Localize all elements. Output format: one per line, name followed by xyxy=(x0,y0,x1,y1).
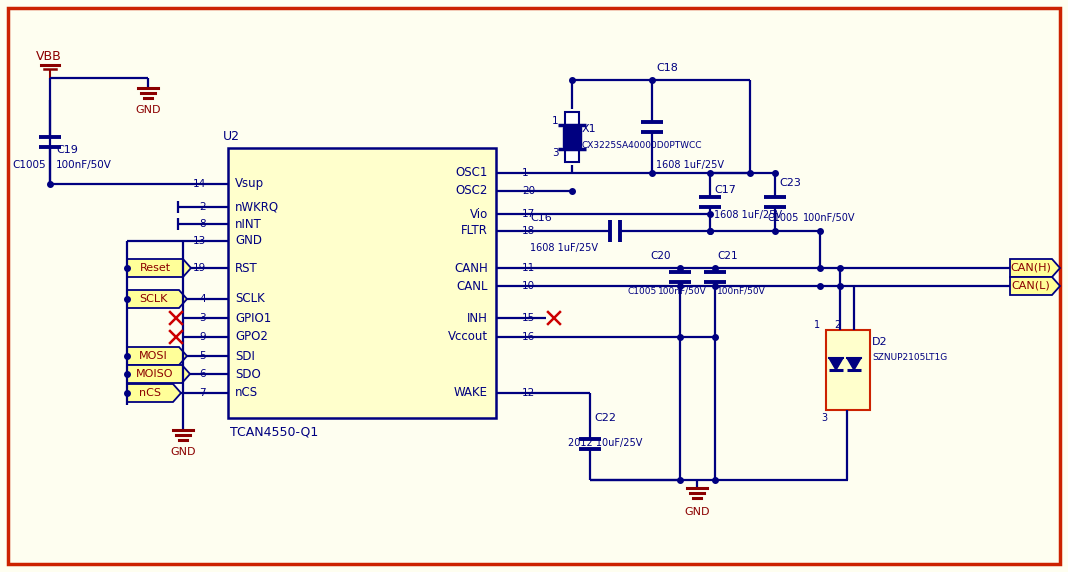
Text: 10: 10 xyxy=(522,281,535,291)
Text: 100nF/50V: 100nF/50V xyxy=(803,213,855,223)
Polygon shape xyxy=(1010,277,1061,295)
Polygon shape xyxy=(127,365,190,383)
Text: FLTR: FLTR xyxy=(461,224,488,237)
Text: Reset: Reset xyxy=(140,263,171,273)
Text: SZNUP2105LT1G: SZNUP2105LT1G xyxy=(871,353,947,363)
Text: 3: 3 xyxy=(552,148,559,158)
Text: C1005: C1005 xyxy=(767,213,799,223)
Text: OSC1: OSC1 xyxy=(456,166,488,180)
Text: 4: 4 xyxy=(200,294,206,304)
Text: 2: 2 xyxy=(834,320,841,330)
Text: 2: 2 xyxy=(200,202,206,212)
Text: C18: C18 xyxy=(656,63,678,73)
Text: 20: 20 xyxy=(522,186,535,196)
Text: SDI: SDI xyxy=(235,349,255,363)
Text: TCAN4550-Q1: TCAN4550-Q1 xyxy=(230,426,318,439)
Text: C19: C19 xyxy=(56,145,78,155)
Text: 1608 1uF/25V: 1608 1uF/25V xyxy=(714,210,782,220)
Text: 16: 16 xyxy=(522,332,535,342)
Polygon shape xyxy=(1010,259,1061,277)
Text: MOSI: MOSI xyxy=(139,351,168,361)
Text: 1: 1 xyxy=(552,116,559,126)
Text: CANH: CANH xyxy=(454,261,488,275)
Text: 11: 11 xyxy=(522,263,535,273)
Text: 6: 6 xyxy=(200,369,206,379)
Text: 15: 15 xyxy=(522,313,535,323)
Text: GPO2: GPO2 xyxy=(235,331,268,344)
Polygon shape xyxy=(127,384,180,402)
Text: 1: 1 xyxy=(814,320,820,330)
Polygon shape xyxy=(127,259,191,277)
Text: X1: X1 xyxy=(582,124,597,134)
Text: VBB: VBB xyxy=(36,50,62,63)
Text: 1608 1uF/25V: 1608 1uF/25V xyxy=(530,243,598,253)
Text: C1005: C1005 xyxy=(12,160,46,170)
Text: MOISO: MOISO xyxy=(136,369,173,379)
Text: 1: 1 xyxy=(522,168,529,178)
Text: GND: GND xyxy=(685,507,710,517)
Text: nCS: nCS xyxy=(139,388,161,398)
Text: SCLK: SCLK xyxy=(235,292,265,305)
Text: GND: GND xyxy=(235,235,262,248)
Text: 8: 8 xyxy=(200,219,206,229)
Text: OSC2: OSC2 xyxy=(456,185,488,197)
Bar xyxy=(563,127,581,147)
Text: Vio: Vio xyxy=(470,208,488,220)
Text: 9: 9 xyxy=(200,332,206,342)
Text: 100nF/50V: 100nF/50V xyxy=(717,287,766,296)
Text: 19: 19 xyxy=(192,263,206,273)
Text: Vsup: Vsup xyxy=(235,177,264,190)
Text: SCLK: SCLK xyxy=(139,294,168,304)
Text: nCS: nCS xyxy=(235,387,258,399)
Text: C1005: C1005 xyxy=(628,287,657,296)
Text: 13: 13 xyxy=(192,236,206,246)
Text: WAKE: WAKE xyxy=(454,387,488,399)
Bar xyxy=(227,148,496,418)
Text: C20: C20 xyxy=(650,251,671,261)
Text: 2012 10uF/25V: 2012 10uF/25V xyxy=(568,438,642,448)
Text: RST: RST xyxy=(235,261,257,275)
Text: CX3225SA40000D0PTWCC: CX3225SA40000D0PTWCC xyxy=(582,141,703,149)
Text: INH: INH xyxy=(467,312,488,324)
Text: GND: GND xyxy=(136,105,161,115)
Polygon shape xyxy=(127,290,187,308)
Text: 100nF/50V: 100nF/50V xyxy=(56,160,112,170)
Text: 7: 7 xyxy=(200,388,206,398)
Text: C23: C23 xyxy=(779,178,801,188)
Text: 18: 18 xyxy=(522,226,535,236)
Text: C21: C21 xyxy=(717,251,738,261)
Text: C22: C22 xyxy=(594,413,616,423)
Text: 3: 3 xyxy=(821,413,827,423)
Text: U2: U2 xyxy=(223,129,240,142)
Text: C16: C16 xyxy=(530,213,552,223)
Text: 1608 1uF/25V: 1608 1uF/25V xyxy=(656,160,724,170)
Polygon shape xyxy=(127,347,187,365)
Polygon shape xyxy=(829,358,843,370)
Text: CAN(H): CAN(H) xyxy=(1010,263,1051,273)
Text: 12: 12 xyxy=(522,388,535,398)
Text: 5: 5 xyxy=(200,351,206,361)
Text: Vccout: Vccout xyxy=(447,331,488,344)
Text: 17: 17 xyxy=(522,209,535,219)
Text: C17: C17 xyxy=(714,185,736,195)
Text: nWKRQ: nWKRQ xyxy=(235,201,279,213)
Bar xyxy=(565,112,579,162)
Text: CANL: CANL xyxy=(456,280,488,292)
Text: D2: D2 xyxy=(871,337,888,347)
Text: CAN(L): CAN(L) xyxy=(1011,281,1050,291)
Text: GPIO1: GPIO1 xyxy=(235,312,271,324)
Text: 14: 14 xyxy=(192,179,206,189)
Text: 100nF/50V: 100nF/50V xyxy=(658,287,707,296)
Text: nINT: nINT xyxy=(235,217,262,231)
Polygon shape xyxy=(847,358,861,370)
Bar xyxy=(826,330,870,410)
Text: SDO: SDO xyxy=(235,367,261,380)
Text: GND: GND xyxy=(170,447,195,457)
Text: 3: 3 xyxy=(200,313,206,323)
